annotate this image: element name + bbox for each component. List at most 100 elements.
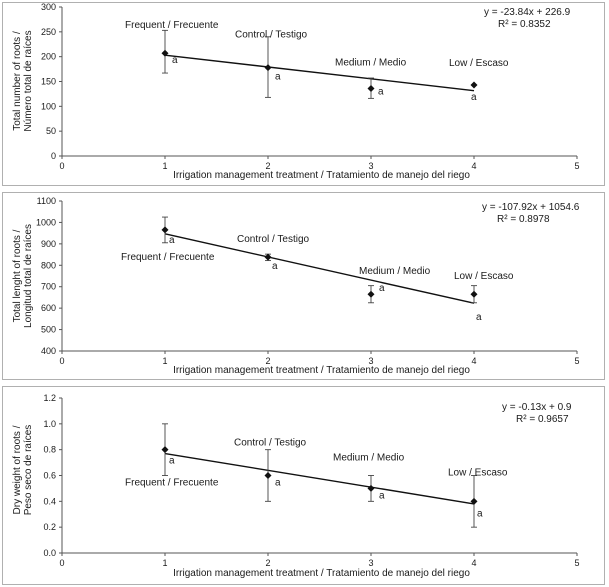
chart2-significance-label: a	[272, 261, 278, 272]
chart2-category-label: Control / Testigo	[237, 234, 310, 245]
chart3-category-label: Control / Testigo	[234, 438, 307, 449]
chart2-y-tick-label: 1000	[36, 217, 56, 227]
chart1-y-tick-label: 300	[41, 2, 56, 12]
chart1-y-tick-label: 150	[41, 77, 56, 87]
chart2-x-tick-label: 0	[59, 356, 64, 366]
chart3-category-label: Medium / Medio	[333, 452, 405, 463]
chart1-x-tick-label: 1	[162, 161, 167, 171]
chart1-y-axis-title-line: Total number of roots /	[12, 31, 23, 131]
chart3-significance-label: a	[477, 508, 483, 519]
chart2-y-tick-label: 400	[41, 346, 56, 356]
chart1-category-label: Control / Testigo	[235, 30, 308, 41]
chart2-x-tick-label: 3	[368, 356, 373, 366]
chart2-significance-label: a	[476, 312, 482, 323]
chart1-x-tick-label: 2	[265, 161, 270, 171]
chart1-x-tick-label: 5	[574, 161, 579, 171]
chart1-x-tick-label: 3	[368, 161, 373, 171]
chart3-y-tick-label: 1.0	[43, 419, 56, 429]
chart3-data-point	[264, 472, 272, 479]
chart3-significance-label: a	[275, 478, 281, 489]
chart3-y-tick-label: 0.2	[43, 522, 56, 532]
chart1-x-axis-title: Irrigation management treatment / Tratam…	[173, 170, 470, 181]
chart1-data-point	[367, 84, 375, 92]
chart3-data-point	[470, 497, 478, 505]
chart2-data-point	[264, 253, 272, 261]
chart1-x-tick-label: 4	[471, 161, 476, 171]
chart2-data-point	[367, 290, 375, 298]
chart3-y-tick-label: 0.8	[43, 445, 56, 455]
chart2-r-squared: R² = 0.8978	[497, 214, 550, 225]
chart2-category-label: Medium / Medio	[359, 266, 431, 277]
chart2-y-axis-title-line: Longitud total de raíces	[23, 224, 34, 328]
chart1-data-point	[264, 64, 272, 72]
chart1-r-squared: R² = 0.8352	[498, 19, 551, 30]
chart3-regression-equation: y = -0.13x + 0.9	[502, 402, 572, 413]
chart3-y-axis-title-line: Dry weight of roots /	[12, 425, 23, 514]
chart1-data-point	[470, 81, 478, 89]
chart1-category-label: Low / Escaso	[449, 58, 509, 69]
chart2-trendline	[164, 233, 475, 304]
chart2-category-label: Frequent / Frecuente	[121, 252, 215, 263]
panel-frame-roots-length	[2, 192, 605, 380]
panel-frame-roots-number	[2, 2, 605, 186]
chart1-regression-equation: y = -23.84x + 226.9	[484, 7, 571, 18]
panel-frame-roots-weight	[2, 386, 605, 585]
chart2-data-point	[470, 290, 478, 298]
chart1-y-tick-label: 200	[41, 52, 56, 62]
chart3-x-axis-title: Irrigation management treatment / Tratam…	[173, 568, 470, 579]
chart2-significance-label: a	[379, 283, 385, 294]
chart3-r-squared: R² = 0.9657	[516, 414, 569, 425]
chart3-trendline	[164, 452, 475, 505]
chart2-x-tick-label: 4	[471, 356, 476, 366]
chart2-y-axis-title-line: Total lenght of roots /	[12, 229, 23, 322]
chart3-y-axis-title-line: Peso seco de raíces	[23, 425, 34, 516]
chart1-trendline	[164, 54, 475, 92]
chart3-x-tick-label: 2	[265, 558, 270, 568]
chart1-significance-label: a	[471, 92, 477, 103]
chart1-y-tick-label: 250	[41, 27, 56, 37]
chart3-y-tick-label: 0.0	[43, 548, 56, 558]
chart3-y-axis-title: Dry weight of roots /Peso seco de raíces	[12, 425, 34, 516]
chart3-x-tick-label: 0	[59, 558, 64, 568]
chart2-y-tick-label: 500	[41, 325, 56, 335]
chart2-y-tick-label: 600	[41, 303, 56, 313]
chart1-x-tick-label: 0	[59, 161, 64, 171]
chart3-category-label: Low / Escaso	[448, 467, 508, 478]
chart1-significance-label: a	[275, 72, 281, 83]
chart1-y-tick-label: 100	[41, 101, 56, 111]
chart3-data-point	[161, 446, 169, 454]
chart1-y-tick-label: 0	[51, 151, 56, 161]
chart2-x-tick-label: 5	[574, 356, 579, 366]
chart3-y-tick-label: 0.4	[43, 496, 56, 506]
chart3-y-tick-label: 1.2	[43, 393, 56, 403]
chart3-category-label: Frequent / Frecuente	[125, 478, 219, 489]
chart1-data-point	[161, 49, 169, 57]
chart1-category-label: Medium / Medio	[335, 57, 407, 68]
chart2-data-point	[161, 226, 169, 234]
chart2-y-tick-label: 700	[41, 282, 56, 292]
chart1-significance-label: a	[378, 86, 384, 97]
chart3-significance-label: a	[379, 490, 385, 501]
chart3-y-tick-label: 0.6	[43, 471, 56, 481]
chart2-y-tick-label: 1100	[37, 196, 56, 206]
chart3-x-tick-label: 1	[162, 558, 167, 568]
chart2-y-tick-label: 900	[41, 239, 56, 249]
chart1-category-label: Frequent / Frecuente	[125, 20, 219, 31]
chart2-y-tick-label: 800	[41, 260, 56, 270]
chart1-significance-label: a	[172, 55, 178, 66]
chart1-y-tick-label: 50	[46, 126, 56, 136]
chart2-regression-equation: y = -107.92x + 1054.6	[482, 202, 580, 213]
chart2-category-label: Low / Escaso	[454, 271, 514, 282]
chart2-x-axis-title: Irrigation management treatment / Tratam…	[173, 365, 470, 376]
chart3-data-point	[367, 484, 375, 492]
chart3-x-tick-label: 3	[368, 558, 373, 568]
chart2-significance-label: a	[169, 235, 175, 246]
chart1-y-axis-title-line: Número total de raíces	[23, 30, 34, 131]
chart2-x-tick-label: 1	[162, 356, 167, 366]
chart3-x-tick-label: 4	[471, 558, 476, 568]
chart1-y-axis-title: Total number of roots /Número total de r…	[12, 30, 34, 131]
chart2-y-axis-title: Total lenght of roots /Longitud total de…	[12, 224, 34, 328]
chart2-x-tick-label: 2	[265, 356, 270, 366]
